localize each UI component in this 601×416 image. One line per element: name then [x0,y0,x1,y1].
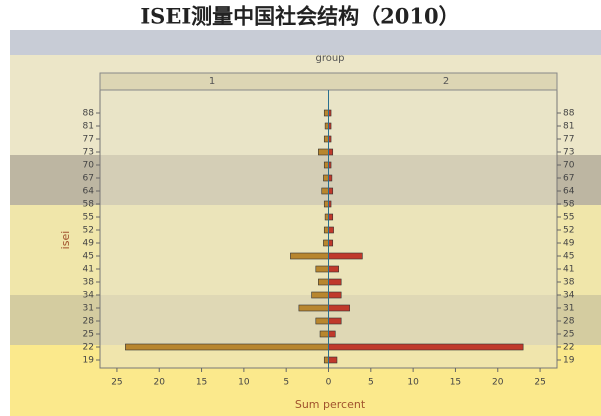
y-tick-label: 88 [563,109,575,119]
y-tick-label: 67 [83,174,94,184]
bar [321,187,329,195]
x-tick-label: 0 [326,378,332,388]
bar [323,174,329,182]
bar [328,239,334,247]
x-tick-label: 25 [111,378,122,388]
y-tick-label: 41 [563,265,574,275]
bar [290,252,329,260]
bar [311,291,329,299]
x-tick-label: 15 [450,378,461,388]
y-tick-label: 58 [563,200,575,210]
y-tick-label: 55 [563,213,574,223]
bar [328,317,342,325]
bar [328,148,334,156]
bar [323,135,329,143]
y-tick-label: 64 [563,187,575,197]
bar [328,226,334,234]
facet-header: 1 [209,76,215,87]
y-tick-label: 49 [83,239,95,249]
y-tick-label: 45 [83,252,94,262]
y-tick-label: 49 [563,239,575,249]
bar [328,330,336,338]
facet-strip [99,72,558,91]
y-tick-label: 55 [83,213,94,223]
x-tick-label: 10 [238,378,250,388]
y-tick-label: 45 [563,252,574,262]
y-tick-label: 81 [83,122,94,132]
bar [328,278,342,286]
y-tick-label: 28 [563,317,575,327]
bar [328,291,342,299]
y-tick-label: 81 [563,122,574,132]
bar [328,174,333,182]
bar [324,122,329,130]
y-tick-label: 77 [83,135,94,145]
y-tick-label: 19 [563,356,575,366]
x-tick-label: 20 [492,378,504,388]
bar [328,356,338,364]
x-axis-title: Sum percent [295,398,366,411]
bar [323,109,329,117]
x-tick-label: 5 [283,378,289,388]
x-tick-label: 25 [534,378,545,388]
y-tick-label: 77 [563,135,574,145]
y-tick-label: 22 [563,343,574,353]
x-tick-label: 15 [196,378,207,388]
bar [323,239,329,247]
bar [323,161,329,169]
facet-header: 2 [443,76,449,87]
y-tick-label: 34 [83,291,95,301]
x-tick-label: 10 [407,378,419,388]
y-tick-label: 31 [83,304,94,314]
bar [324,213,329,221]
bar [125,343,329,351]
y-tick-label: 28 [83,317,95,327]
y-tick-label: 73 [563,148,574,158]
y-tick-label: 31 [563,304,574,314]
y-tick-label: 19 [83,356,95,366]
bar [328,343,524,351]
y-tick-label: 70 [563,161,575,171]
y-axis-title: isei [59,231,72,250]
y-tick-label: 64 [83,187,95,197]
bar [328,304,350,312]
bar [298,304,329,312]
y-tick-label: 73 [83,148,94,158]
y-tick-label: 41 [83,265,94,275]
y-tick-label: 38 [83,278,95,288]
bar [319,330,329,338]
y-tick-label: 38 [563,278,575,288]
y-tick-label: 52 [563,226,574,236]
y-tick-label: 25 [83,330,94,340]
bar [315,317,329,325]
y-tick-label: 52 [83,226,94,236]
bar [318,148,329,156]
y-tick-label: 67 [563,174,574,184]
bar [328,187,334,195]
bar [328,252,363,260]
bar [318,278,329,286]
y-tick-label: 88 [83,109,95,119]
bar [315,265,329,273]
x-tick-label: 5 [368,378,374,388]
bar [323,200,329,208]
facet-label: group [315,53,344,64]
bar [328,213,334,221]
bar [328,265,339,273]
bar [323,356,329,364]
band [10,30,601,55]
bar [323,226,329,234]
x-tick-label: 20 [154,378,166,388]
y-tick-label: 25 [563,330,574,340]
chart-title: ISEI测量中国社会结构（2010） [140,4,459,29]
y-tick-label: 70 [83,161,95,171]
y-tick-label: 58 [83,200,95,210]
y-tick-label: 34 [563,291,575,301]
y-tick-label: 22 [83,343,94,353]
